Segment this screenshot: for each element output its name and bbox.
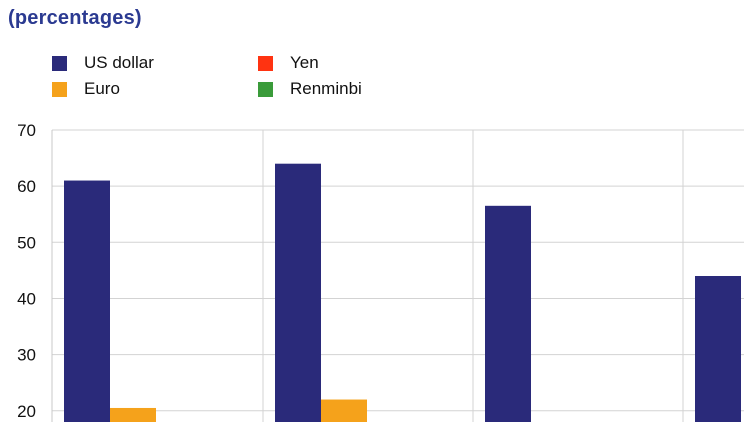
y-tick-label-30: 30: [17, 346, 36, 365]
y-tick-label-40: 40: [17, 289, 36, 308]
bar-us-dollar-2: [275, 163, 321, 422]
legend-swatch-euro: [52, 81, 67, 97]
bar-us-dollar-3: [485, 205, 531, 422]
chart-subtitle: (percentages): [8, 7, 142, 29]
legend-swatch-us-dollar: [52, 55, 67, 71]
y-tick-label-70: 70: [17, 121, 36, 140]
legend-swatch-yen: [258, 55, 273, 71]
bar-us-dollar-4: [695, 276, 741, 422]
y-tick-label-20: 20: [17, 402, 36, 421]
bar-us-dollar-1: [64, 180, 110, 422]
legend-swatch-renminbi: [258, 81, 273, 97]
y-tick-label-50: 50: [17, 233, 36, 252]
legend-item-yen: Yen: [258, 53, 319, 73]
bar-euro-1: [110, 407, 156, 422]
bar-euro-2: [321, 399, 367, 422]
legend-label-euro: Euro: [84, 79, 120, 98]
legend-label-yen: Yen: [290, 53, 319, 72]
legend-item-euro: Euro: [52, 79, 120, 99]
y-tick-label-60: 60: [17, 177, 36, 196]
legend-item-us-dollar: US dollar: [52, 53, 154, 73]
legend-item-renminbi: Renminbi: [258, 79, 362, 99]
legend-label-renminbi: Renminbi: [290, 79, 362, 98]
legend-label-us-dollar: US dollar: [84, 53, 154, 72]
